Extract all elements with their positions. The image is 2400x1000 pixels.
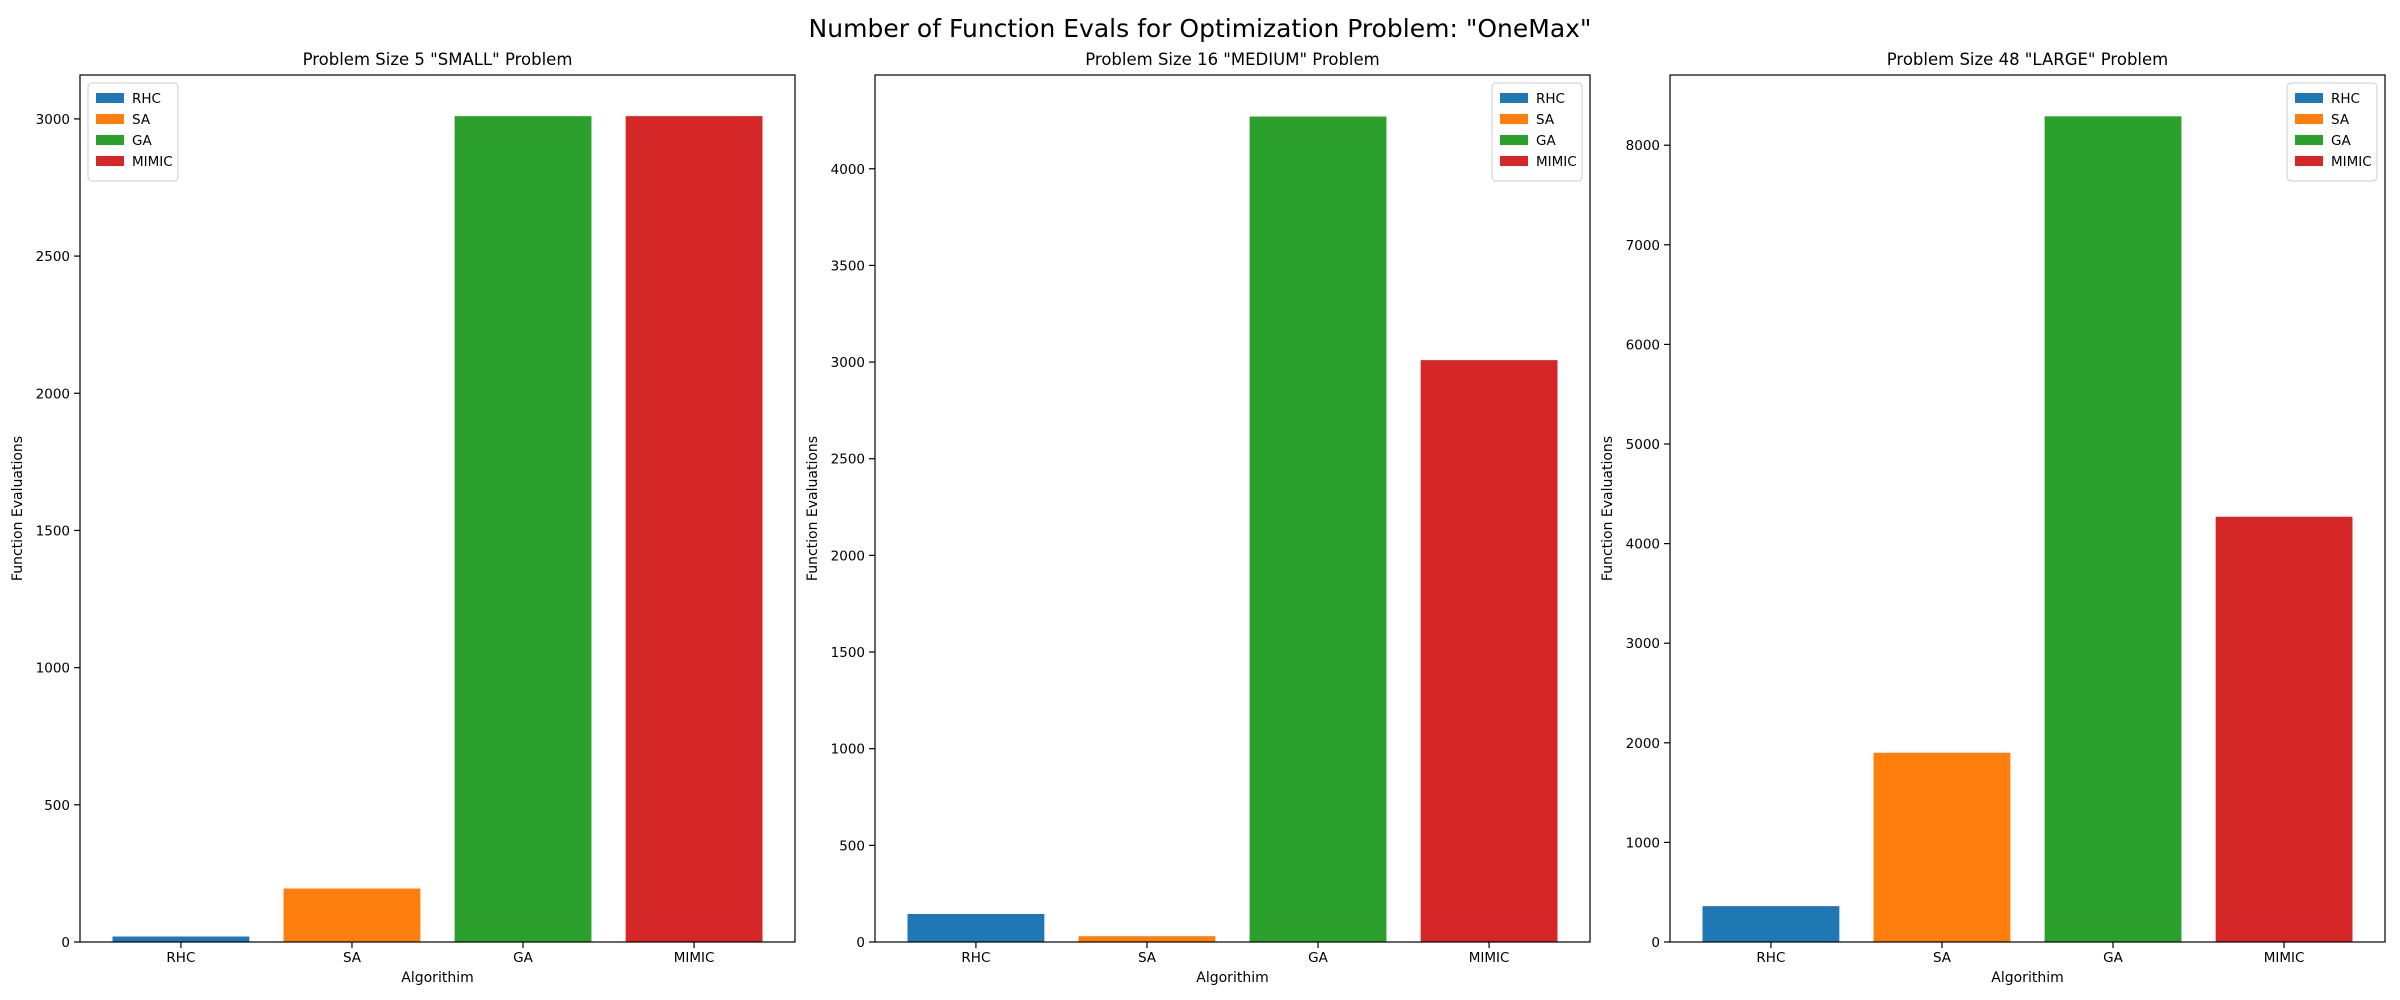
legend-label-sa: SA [1536,112,1555,128]
legend-label-rhc: RHC [1536,91,1565,107]
y-tick-label: 4000 [831,162,865,178]
y-tick-label: 2500 [831,452,865,468]
y-axis-label: Function Evaluations [1600,436,1616,581]
legend-swatch-rhc [1500,93,1528,103]
legend-swatch-ga [2295,135,2323,145]
y-tick-label: 1000 [36,661,70,677]
legend-swatch-sa [96,114,124,124]
chart-panel-3: 0 1000 2000 3000 4000 5000 6000 7000 8000 RHC SA GA… [1600,50,2386,986]
y-tick-label: 6000 [1626,337,1660,353]
y-tick-label: 3500 [831,258,865,274]
x-axis-label: Algorithim [1196,970,1268,986]
bar-ga [454,116,592,943]
bar-rhc [112,936,250,942]
chart-title: Problem Size 5 "SMALL" Problem [303,50,573,69]
bar-sa [1873,752,2011,942]
chart-title: Problem Size 48 "LARGE" Problem [1887,50,2168,69]
legend-label-sa: SA [2331,112,2350,128]
figure-title: Number of Function Evals for Optimizatio… [808,14,1592,43]
legend: RHC SA GA MIMIC [2286,82,2378,182]
x-tick-label: RHC [1756,950,1785,966]
bar-sa [1078,936,1216,942]
legend-swatch-rhc [2295,93,2323,103]
bar-mimic [1420,360,1558,942]
x-tick-label: SA [1138,950,1157,966]
y-tick-label: 0 [856,935,865,951]
legend-label-ga: GA [1536,133,1556,149]
legend-label-ga: GA [2331,133,2351,149]
y-tick-label: 8000 [1626,138,1660,154]
x-tick-label: GA [1308,950,1328,966]
legend-swatch-rhc [96,93,124,103]
legend: RHC SA GA MIMIC [87,82,179,182]
legend-swatch-ga [96,135,124,145]
x-tick-label: SA [1933,950,1952,966]
x-tick-label: MIMIC [1469,950,1510,966]
bar-sa [283,888,421,942]
bar-ga [1249,116,1387,942]
y-tick-label: 5000 [1626,437,1660,453]
bar-mimic [2215,516,2353,942]
legend-label-mimic: MIMIC [132,154,173,170]
legend-label-ga: GA [132,133,152,149]
x-tick-label: GA [2103,950,2123,966]
plot-frame [79,74,796,943]
x-tick-label: GA [513,950,533,966]
legend-swatch-sa [1500,114,1528,124]
legend-swatch-ga [1500,135,1528,145]
x-tick-label: MIMIC [2264,950,2305,966]
x-axis-label: Algorithim [401,970,473,986]
chart-title: Problem Size 16 "MEDIUM" Problem [1085,50,1380,69]
x-tick-label: RHC [166,950,195,966]
chart-panel-1: 0 500 1000 1500 2000 2500 3000 RHC SA GA MIMIC Prob… [10,50,796,986]
y-tick-label: 7000 [1626,238,1660,254]
legend-swatch-mimic [96,156,124,166]
x-tick-label: SA [343,950,362,966]
legend-swatch-mimic [1500,156,1528,166]
y-tick-label: 1500 [36,523,70,539]
y-tick-label: 1500 [831,645,865,661]
legend: RHC SA GA MIMIC [1491,82,1583,182]
x-axis-label: Algorithim [1991,970,2063,986]
y-tick-label: 2000 [831,548,865,564]
legend-label-rhc: RHC [132,91,161,107]
y-tick-label: 1000 [1626,835,1660,851]
bar-ga [2044,116,2182,943]
y-axis-label: Function Evaluations [805,436,821,581]
y-tick-label: 2000 [36,386,70,402]
bar-mimic [625,116,763,943]
legend-label-rhc: RHC [2331,91,2360,107]
y-axis-label: Function Evaluations [10,436,26,581]
bar-rhc [907,913,1045,942]
y-tick-label: 1000 [831,742,865,758]
legend-swatch-sa [2295,114,2323,124]
bar-rhc [1702,906,1840,942]
y-tick-label: 500 [839,838,865,854]
y-tick-label: 2000 [1626,736,1660,752]
y-tick-label: 3000 [1626,636,1660,652]
y-tick-label: 2500 [36,249,70,265]
legend-label-mimic: MIMIC [1536,154,1577,170]
y-tick-label: 3000 [36,112,70,128]
y-tick-label: 0 [61,935,70,951]
legend-label-sa: SA [132,112,151,128]
x-tick-label: MIMIC [674,950,715,966]
y-tick-label: 3000 [831,355,865,371]
legend-swatch-mimic [2295,156,2323,166]
chart-panel-2: 0 500 1000 1500 2000 2500 3000 3500 4000 RHC SA GA M… [805,50,1591,986]
legend-label-mimic: MIMIC [2331,154,2372,170]
y-tick-label: 500 [44,798,70,814]
plot-frame [874,74,1591,943]
plot-frame [1669,74,2386,943]
y-tick-label: 4000 [1626,537,1660,553]
y-tick-label: 0 [1651,935,1660,951]
x-tick-label: RHC [961,950,990,966]
